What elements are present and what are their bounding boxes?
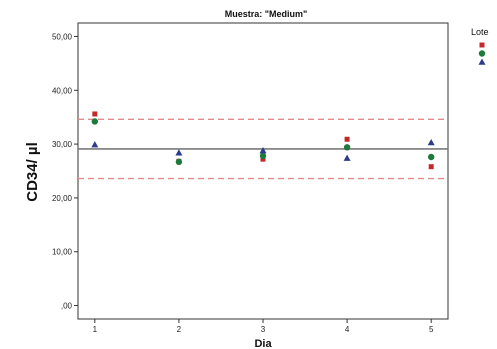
x-tick-label: 3 [261, 325, 266, 334]
y-tick-label: ,00 [61, 302, 73, 311]
plot-area [77, 22, 449, 320]
data-point-square [428, 164, 434, 170]
x-axis: 1 2 3 4 5 [93, 319, 434, 334]
x-tick-label: 4 [345, 325, 350, 334]
chart-title: Muestra: "Medium" [225, 9, 308, 19]
data-point-circle [91, 118, 99, 125]
data-point-circle [259, 152, 267, 160]
x-axis-label: Dia [254, 338, 272, 349]
y-tick-label: 40,00 [52, 86, 73, 95]
y-tick-label: 10,00 [52, 248, 73, 257]
data-point-square [344, 136, 350, 142]
legend-marker-triangle [478, 58, 486, 65]
data-point-triangle [259, 147, 267, 154]
data-point-triangle [175, 149, 183, 156]
y-tick-label: 50,00 [52, 32, 73, 41]
data-points [91, 111, 435, 170]
data-point-circle [427, 153, 435, 161]
data-point-triangle [427, 138, 435, 146]
data-point-circle [343, 144, 351, 151]
data-point-triangle [91, 141, 99, 148]
x-tick-label: 1 [93, 325, 98, 334]
x-tick-label: 5 [429, 325, 434, 334]
y-tick-label: 30,00 [52, 140, 73, 149]
y-axis: ,00 10,00 20,00 30,00 40,00 50,00 [52, 32, 78, 311]
data-point-square [260, 156, 266, 162]
legend-title: Lote [471, 27, 489, 37]
legend: Lote [471, 27, 489, 65]
data-point-square [92, 111, 98, 117]
data-point-circle [175, 158, 183, 166]
legend-marker-square [479, 42, 485, 48]
x-tick-label: 2 [177, 325, 182, 334]
y-axis-label: CD34/ µl [24, 142, 41, 202]
data-point-triangle [343, 154, 351, 161]
y-tick-label: 20,00 [52, 194, 73, 203]
legend-marker-circle [478, 50, 486, 57]
